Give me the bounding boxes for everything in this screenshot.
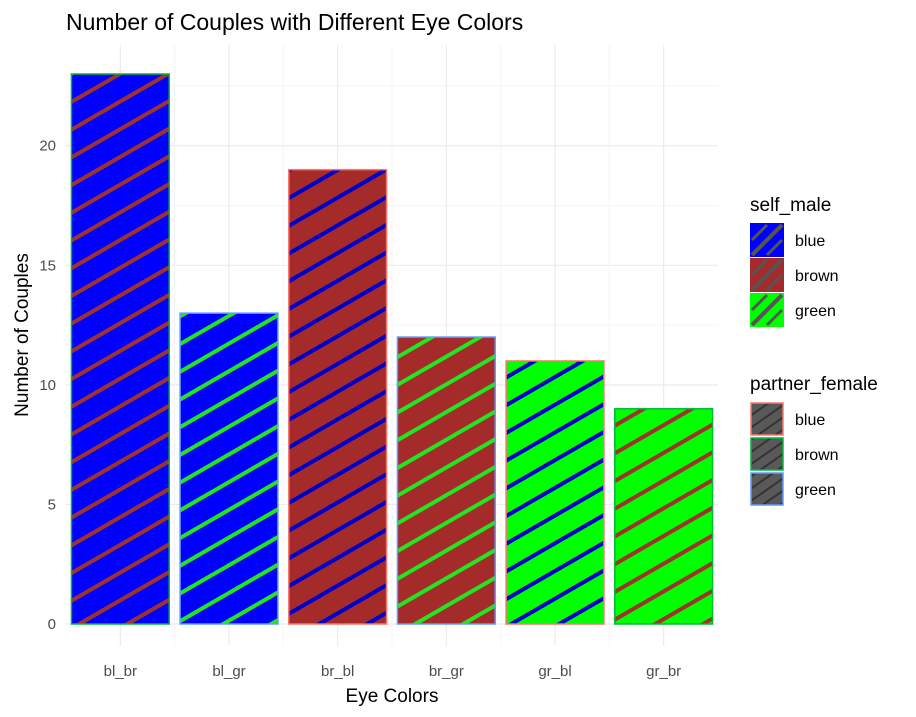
bar-gr_bl xyxy=(505,360,605,625)
legend-key-green xyxy=(750,472,784,506)
y-tick-label: 5 xyxy=(48,496,56,513)
y-tick-label: 20 xyxy=(39,138,56,155)
bars xyxy=(70,73,714,625)
x-tick-label: gr_bl xyxy=(538,663,571,680)
bar-gr_br xyxy=(614,408,714,625)
bar-bl_gr xyxy=(179,312,279,625)
legend-label: brown xyxy=(795,447,839,464)
legend-title: partner_female xyxy=(750,374,878,395)
x-tick-label: br_gr xyxy=(429,663,464,680)
chart-title: Number of Couples with Different Eye Col… xyxy=(66,9,523,35)
bar-br_bl xyxy=(288,168,388,625)
y-tick-labels: 0 5 10 15 20 xyxy=(39,138,56,633)
y-axis-title: Number of Couples xyxy=(12,253,33,417)
x-tick-label: br_bl xyxy=(321,663,354,680)
legend-label: brown xyxy=(795,268,839,285)
y-tick-label: 15 xyxy=(39,257,56,274)
x-tick-labels: bl_br bl_gr br_bl br_gr gr_bl gr_br xyxy=(104,663,682,680)
legend-key-blue xyxy=(750,402,784,436)
bar-bl_br xyxy=(70,73,170,625)
bar-br_gr xyxy=(396,336,496,625)
x-axis-title: Eye Colors xyxy=(346,686,439,707)
x-tick-label: bl_br xyxy=(104,663,137,680)
legend-title: self_male xyxy=(750,195,831,216)
x-tick-label: bl_gr xyxy=(212,663,245,680)
legend-label: green xyxy=(795,482,836,499)
legend-label: blue xyxy=(795,233,825,250)
legend-label: green xyxy=(795,303,836,320)
legends: self_malebluebrowngreenpartner_femaleblu… xyxy=(750,195,878,506)
legend-key-brown xyxy=(750,437,784,471)
x-tick-label: gr_br xyxy=(646,663,681,680)
y-tick-label: 10 xyxy=(39,377,56,394)
legend-label: blue xyxy=(795,412,825,429)
y-tick-label: 0 xyxy=(48,616,56,633)
